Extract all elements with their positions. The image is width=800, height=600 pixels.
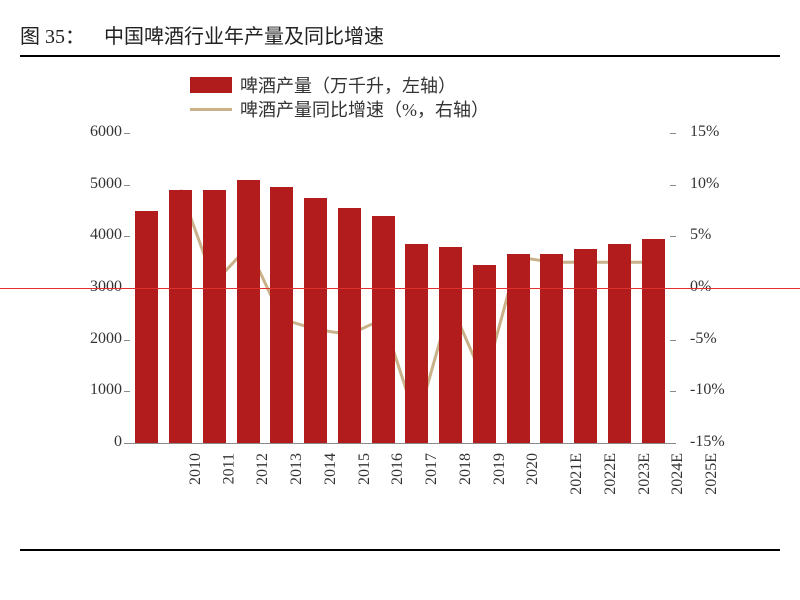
y-right-tick-label: 0% <box>690 278 711 296</box>
y-left-tick-label: 3000 <box>62 278 122 296</box>
bar <box>304 198 327 443</box>
x-tick-label: 2016 <box>389 453 407 485</box>
bar <box>203 190 226 443</box>
y-left-tick-label: 5000 <box>62 175 122 193</box>
y-left-tick <box>124 185 130 186</box>
y-left-tick-label: 6000 <box>62 123 122 141</box>
y-right-tick-label: 10% <box>690 175 719 193</box>
y-left-tick <box>124 391 130 392</box>
x-tick-label: 2018 <box>457 453 475 485</box>
x-tick-label: 2024E <box>669 453 687 495</box>
x-tick-label: 2021E <box>568 453 586 495</box>
x-tick-label: 2014 <box>322 453 340 485</box>
legend-swatch-line <box>190 108 232 111</box>
bar <box>540 254 563 443</box>
bar <box>338 208 361 443</box>
y-right-tick <box>670 236 676 237</box>
legend-label: 啤酒产量（万千升，左轴） <box>240 72 456 98</box>
bar <box>507 254 530 443</box>
y-left-tick <box>124 443 130 444</box>
y-right-tick <box>670 391 676 392</box>
chart: 啤酒产量（万千升，左轴） 啤酒产量同比增速（%，右轴） 0 1000 2000 300… <box>50 65 750 535</box>
legend: 啤酒产量（万千升，左轴） 啤酒产量同比增速（%，右轴） <box>190 73 489 121</box>
x-tick-label: 2025E <box>703 453 721 495</box>
bottom-rule <box>20 549 780 551</box>
bar <box>574 249 597 443</box>
bar <box>642 239 665 443</box>
bar <box>372 216 395 443</box>
x-tick-label: 2010 <box>187 453 205 485</box>
y-right-tick-label: -15% <box>690 433 725 451</box>
y-left-tick-label: 2000 <box>62 330 122 348</box>
figure-title: 中国啤酒行业年产量及同比增速 <box>104 26 384 48</box>
y-right-tick-label: -10% <box>690 381 725 399</box>
legend-label: 啤酒产量同比增速（%，右轴） <box>240 96 489 122</box>
y-right-tick <box>670 340 676 341</box>
x-tick-label: 2011 <box>220 453 238 484</box>
y-left-tick-label: 1000 <box>62 381 122 399</box>
bar <box>473 265 496 443</box>
x-tick-label: 2012 <box>254 453 272 485</box>
x-tick-label: 2015 <box>356 453 374 485</box>
legend-item-bar: 啤酒产量（万千升，左轴） <box>190 73 489 97</box>
figure-number: 图 35： <box>20 26 85 48</box>
y-right-tick-label: 5% <box>690 226 711 244</box>
bar <box>405 244 428 443</box>
y-left-tick-label: 0 <box>62 433 122 451</box>
legend-swatch-bar <box>190 77 232 93</box>
figure-title-row: 图 35： 中国啤酒行业年产量及同比增速 <box>20 20 780 57</box>
x-tick-label: 2019 <box>491 453 509 485</box>
x-tick-label: 2022E <box>602 453 620 495</box>
bar <box>237 180 260 444</box>
y-left-tick <box>124 236 130 237</box>
bar <box>169 190 192 443</box>
figure-frame: 图 35： 中国啤酒行业年产量及同比增速 啤酒产量（万千升，左轴） 啤酒产量同比… <box>20 20 780 551</box>
x-tick-label: 2017 <box>423 453 441 485</box>
x-tick-label: 2023E <box>635 453 653 495</box>
y-right-tick <box>670 443 676 444</box>
y-left-tick-label: 4000 <box>62 226 122 244</box>
y-left-tick <box>124 133 130 134</box>
x-tick-label: 2020 <box>524 453 542 485</box>
bar <box>439 247 462 443</box>
x-tick-label: 2013 <box>288 453 306 485</box>
y-right-tick-label: -5% <box>690 330 717 348</box>
bar <box>135 211 158 444</box>
y-right-tick-label: 15% <box>690 123 719 141</box>
y-left-tick <box>124 340 130 341</box>
y-right-tick <box>670 185 676 186</box>
y-right-tick <box>670 133 676 134</box>
bar <box>270 187 293 443</box>
bar <box>608 244 631 443</box>
legend-item-line: 啤酒产量同比增速（%，右轴） <box>190 97 489 121</box>
overlay-red-hline <box>0 288 800 289</box>
